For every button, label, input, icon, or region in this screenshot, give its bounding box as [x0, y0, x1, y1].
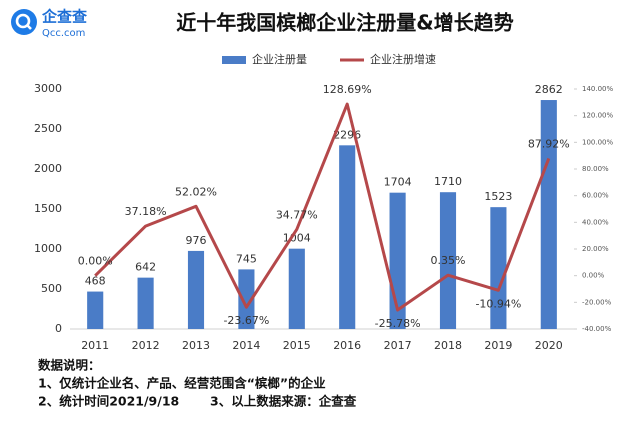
y-tick-label: 3000	[34, 82, 62, 95]
line-value-label: 128.69%	[323, 83, 372, 96]
bar-value-label: 745	[236, 252, 257, 265]
legend-label: 企业注册量	[252, 52, 307, 66]
bar-value-label: 1704	[384, 176, 412, 189]
logo-icon-ring	[15, 13, 31, 29]
note: 2、统计时间2021/9/18	[38, 394, 179, 409]
x-tick-label: 2011	[81, 339, 109, 352]
line-value-label: -25.78%	[375, 317, 421, 330]
bar	[87, 291, 104, 329]
legend-label: 企业注册增速	[370, 52, 436, 66]
x-tick-label: 2019	[484, 339, 512, 352]
x-tick-label: 2014	[232, 339, 260, 352]
y2-tick-label: 60.00%	[582, 192, 609, 200]
bar-value-label: 1710	[434, 175, 462, 188]
logo-name: 企查查	[41, 8, 88, 26]
x-tick-label: 2020	[535, 339, 563, 352]
y2-tick-label: -40.00%	[582, 325, 612, 333]
y2-tick-label: 80.00%	[582, 165, 609, 173]
line-value-label: -23.67%	[223, 314, 269, 327]
x-tick-label: 2015	[283, 339, 311, 352]
line-value-label: 34.77%	[276, 208, 318, 221]
line-value-label: -10.94%	[475, 297, 521, 310]
y2-tick-label: 140.00%	[582, 85, 613, 93]
line-value-label: 0.00%	[78, 255, 113, 268]
x-tick-label: 2016	[333, 339, 361, 352]
bar-value-label: 976	[186, 234, 207, 247]
note: 1、仅统计企业名、产品、经营范围含“槟榔”的企业	[38, 376, 326, 391]
y-tick-label: 0	[55, 322, 62, 335]
line-value-label: 0.35%	[431, 254, 466, 267]
y-tick-label: 1000	[34, 242, 62, 255]
line	[94, 102, 551, 312]
chart-title: 近十年我国槟榔企业注册量&增长趋势	[176, 11, 513, 35]
bar-value-label: 2862	[535, 83, 563, 96]
y2-tick-label: 0.00%	[582, 272, 605, 280]
bar-value-label: 642	[135, 261, 156, 274]
legend-swatch	[222, 56, 246, 64]
line-value-label: 37.18%	[125, 205, 167, 218]
logo-site: Qcc.com	[42, 28, 85, 39]
bar	[490, 207, 507, 329]
line-value-label: 87.92%	[528, 137, 570, 150]
bar	[238, 269, 255, 329]
y-tick-label: 500	[41, 282, 62, 295]
logo: 企查查 Qcc.com	[11, 8, 88, 39]
bar	[288, 248, 305, 329]
logo-icon-tail	[26, 24, 32, 30]
bar	[439, 192, 457, 329]
y2-tick-label: 120.00%	[582, 112, 613, 120]
y2-tick-label: 20.00%	[582, 245, 609, 253]
line-value-label: 52.02%	[175, 185, 217, 198]
notes-heading: 数据说明：	[37, 358, 101, 373]
y2-tick-label: 100.00%	[582, 138, 613, 146]
bar	[137, 277, 154, 329]
logo-icon	[11, 9, 37, 35]
x-tick-label: 2017	[384, 339, 412, 352]
bar	[187, 250, 205, 329]
bar-value-label: 468	[85, 275, 106, 288]
note: 3、以上数据来源：企查查	[210, 394, 357, 409]
bar-value-label: 1523	[484, 190, 512, 203]
y-tick-label: 1500	[34, 202, 62, 215]
x-tick-label: 2012	[132, 339, 160, 352]
y-tick-label: 2500	[34, 122, 62, 135]
x-tick-label: 2013	[182, 339, 210, 352]
x-tick-label: 2018	[434, 339, 462, 352]
y2-tick-label: -20.00%	[582, 298, 612, 306]
y-tick-label: 2000	[34, 162, 62, 175]
bar	[540, 100, 557, 329]
bar	[339, 145, 356, 329]
y2-tick-label: 40.00%	[582, 218, 609, 226]
